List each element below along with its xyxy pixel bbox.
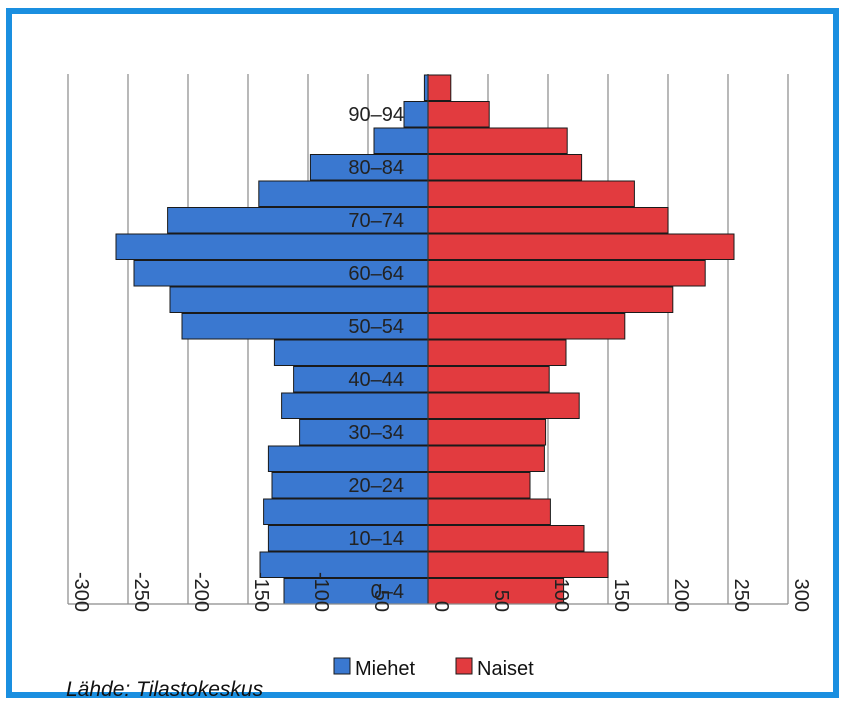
bar-miehet-16 bbox=[309, 154, 429, 181]
category-labels: 0–4 10–14 20–24 30–34 40–44 50–54 60–64 70–74 80… bbox=[348, 104, 404, 603]
bars bbox=[68, 74, 788, 605]
bar-naiset-19 bbox=[427, 74, 452, 101]
bar-miehet-6 bbox=[299, 419, 429, 446]
bar-miehet-2 bbox=[267, 525, 429, 552]
legend-label-naiset: Naiset bbox=[477, 658, 534, 680]
bar-naiset-10 bbox=[427, 313, 626, 340]
x-tick-label: -50 bbox=[370, 583, 392, 612]
bar-naiset-1 bbox=[427, 551, 609, 578]
bar-naiset-6 bbox=[427, 419, 547, 446]
category-label: 70–74 bbox=[348, 210, 404, 232]
bar-naiset-8 bbox=[427, 366, 550, 393]
x-tick-label: -300 bbox=[70, 572, 92, 612]
category-label: 10–14 bbox=[348, 528, 404, 550]
bar-miehet-17 bbox=[373, 127, 429, 154]
bar-naiset-16 bbox=[427, 154, 583, 181]
legend-swatch-miehet bbox=[333, 657, 351, 675]
x-tick-labels: -300 -250 -200 -150 -100 -50 0 50 100 150 200 250 30… bbox=[70, 572, 812, 612]
bar-naiset-12 bbox=[427, 260, 706, 287]
category-label: 30–34 bbox=[348, 422, 404, 444]
bar-naiset-14 bbox=[427, 207, 669, 234]
bar-miehet-4 bbox=[271, 472, 429, 499]
bar-miehet-0 bbox=[283, 578, 429, 605]
category-label: 40–44 bbox=[348, 369, 404, 391]
x-tick-label: 250 bbox=[730, 579, 752, 612]
bar-naiset-7 bbox=[427, 392, 580, 419]
bar-miehet-1 bbox=[259, 551, 429, 578]
bar-miehet-7 bbox=[281, 392, 429, 419]
bar-naiset-4 bbox=[427, 472, 531, 499]
bar-miehet-15 bbox=[258, 180, 429, 207]
source-note: Lähde: Tilastokeskus bbox=[66, 678, 264, 701]
bar-miehet-9 bbox=[273, 339, 429, 366]
bar-miehet-3 bbox=[263, 498, 429, 525]
bar-miehet-5 bbox=[267, 445, 429, 472]
x-tick-label: 0 bbox=[430, 601, 452, 612]
bar-miehet-18 bbox=[403, 101, 429, 128]
bar-miehet-11 bbox=[169, 286, 429, 313]
bar-naiset-11 bbox=[427, 286, 674, 313]
legend-swatch-naiset bbox=[455, 657, 473, 675]
bar-naiset-5 bbox=[427, 445, 545, 472]
x-tick-label: -150 bbox=[250, 572, 272, 612]
bar-miehet-10 bbox=[181, 313, 429, 340]
x-tick-label: 200 bbox=[670, 579, 692, 612]
bar-miehet-8 bbox=[293, 366, 429, 393]
category-label: 0–4 bbox=[371, 581, 404, 603]
bar-naiset-18 bbox=[427, 101, 490, 128]
x-tick-label: 50 bbox=[490, 590, 512, 612]
x-tick-label: 100 bbox=[550, 579, 572, 612]
category-label: 50–54 bbox=[348, 316, 404, 338]
legend: Miehet Naiset bbox=[333, 657, 534, 680]
x-tick-label: -250 bbox=[130, 572, 152, 612]
category-label: 90–94 bbox=[348, 104, 404, 126]
bar-miehet-12 bbox=[133, 260, 429, 287]
category-label: 60–64 bbox=[348, 263, 404, 285]
bar-naiset-13 bbox=[427, 233, 735, 260]
bar-naiset-15 bbox=[427, 180, 635, 207]
category-label: 80–84 bbox=[348, 157, 404, 179]
bar-naiset-9 bbox=[427, 339, 567, 366]
bar-miehet-13 bbox=[115, 233, 429, 260]
bar-naiset-2 bbox=[427, 525, 585, 552]
x-tick-label: 300 bbox=[790, 579, 812, 612]
legend-label-miehet: Miehet bbox=[355, 658, 415, 680]
x-tick-label: 150 bbox=[610, 579, 632, 612]
category-label: 20–24 bbox=[348, 475, 404, 497]
x-tick-label: -200 bbox=[190, 572, 212, 612]
bar-naiset-0 bbox=[427, 578, 565, 605]
bar-naiset-17 bbox=[427, 127, 568, 154]
bar-naiset-3 bbox=[427, 498, 551, 525]
x-tick-label: -100 bbox=[310, 572, 332, 612]
